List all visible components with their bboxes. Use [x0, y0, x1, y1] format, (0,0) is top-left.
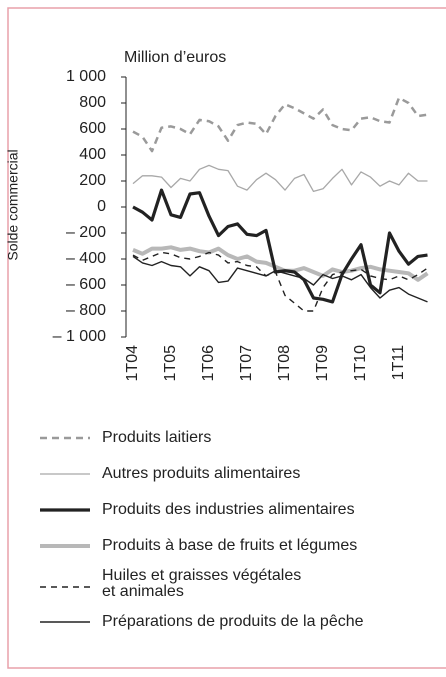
- y-tick-label: 200: [79, 172, 106, 189]
- legend-item: Huiles et graisses végétales et animales: [40, 564, 446, 604]
- y-tick-label: – 1 000: [53, 328, 106, 345]
- legend-label: Produits des industries alimentaires: [102, 501, 355, 518]
- legend-label: Préparations de produits de la pêche: [102, 613, 364, 630]
- series-line: [132, 164, 428, 193]
- legend-swatch: [40, 544, 90, 548]
- unit-label: Million d’euros: [124, 49, 226, 66]
- legend-swatch: [40, 621, 90, 623]
- x-tick-label: 1T05: [162, 345, 179, 382]
- series-line: [132, 251, 428, 312]
- y-tick-label: 800: [79, 94, 106, 111]
- legend-item: Produits à base de fruits et légumes: [40, 528, 446, 564]
- legend: Produits laitiers Autres produits aliment…: [40, 420, 446, 640]
- legend-item: Autres produits alimentaires: [40, 456, 446, 492]
- x-tick-label: 1T09: [314, 345, 331, 382]
- y-tick-label: 0: [97, 198, 106, 215]
- legend-item: Préparations de produits de la pêche: [40, 604, 446, 640]
- y-tick-label: 600: [79, 120, 106, 137]
- y-axis-label: Solde commercial: [5, 149, 21, 260]
- legend-label: Produits laitiers: [102, 429, 212, 446]
- y-tick-label: – 200: [66, 224, 106, 241]
- series-line: [132, 245, 429, 282]
- legend-label: Huiles et graisses végétales et animales: [102, 567, 302, 600]
- y-tick-label: – 800: [66, 302, 106, 319]
- y-tick-label: 400: [79, 146, 106, 163]
- y-tick-label: – 400: [66, 250, 106, 267]
- y-tick-label: – 600: [66, 276, 106, 293]
- legend-item: Produits laitiers: [40, 420, 446, 456]
- legend-label: Autres produits alimentaires: [102, 465, 301, 482]
- legend-swatch: [40, 473, 90, 475]
- x-tick-label: 1T04: [124, 345, 141, 382]
- x-tick-label: 1T07: [238, 345, 255, 382]
- frame: [7, 7, 446, 669]
- legend-label: Produits à base de fruits et légumes: [102, 537, 358, 554]
- x-tick-label: 1T10: [352, 345, 369, 382]
- y-tick-label: 1 000: [66, 68, 106, 85]
- series-line: [132, 188, 428, 304]
- legend-swatch: [40, 436, 90, 440]
- x-tick-label: 1T06: [200, 345, 217, 382]
- legend-swatch: [40, 508, 90, 512]
- x-tick-label: 1T11: [390, 345, 407, 380]
- x-tick-label: 1T08: [276, 345, 293, 382]
- legend-swatch: [40, 586, 90, 588]
- series-line: [132, 96, 428, 153]
- legend-item: Produits des industries alimentaires: [40, 492, 446, 528]
